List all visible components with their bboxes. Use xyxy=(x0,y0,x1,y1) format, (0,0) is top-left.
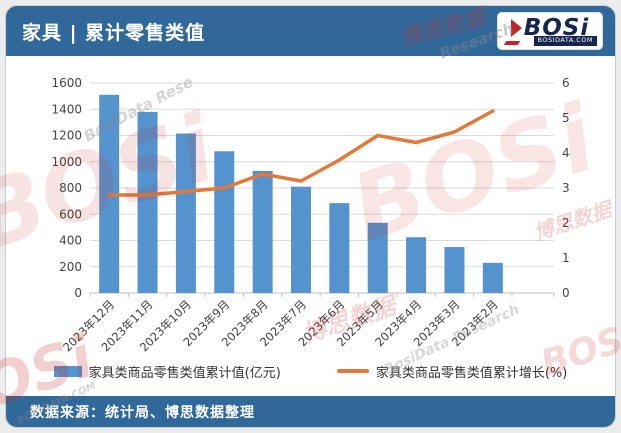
logo-slash-icon xyxy=(503,41,521,45)
bar-2023年3月 xyxy=(444,247,465,293)
bar-2023年11月 xyxy=(137,111,158,293)
legend-line-label: 家具类商品零售类值累计增长(%) xyxy=(375,365,568,381)
combo-chart: 0200400600800100012001400160001234562023… xyxy=(51,76,570,354)
legend-line-swatch xyxy=(336,369,369,373)
left-axis-tick-label: 400 xyxy=(59,234,82,248)
left-axis-tick-label: 1200 xyxy=(51,129,82,143)
right-axis-tick-label: 2 xyxy=(562,216,570,230)
left-axis-tick-label: 1400 xyxy=(51,102,82,116)
right-axis-tick-label: 5 xyxy=(562,111,570,125)
left-axis-tick-label: 600 xyxy=(59,207,82,221)
legend-bar-label: 家具类商品零售类值累计值(亿元) xyxy=(88,365,281,381)
bar-2023年6月 xyxy=(329,203,350,293)
left-axis-tick-label: 800 xyxy=(59,181,82,195)
bar-2023年5月 xyxy=(367,222,388,293)
bar-2023年10月 xyxy=(175,133,196,293)
right-axis-tick-label: 6 xyxy=(562,76,570,90)
chart-legend: 家具类商品零售类值累计值(亿元) 家具类商品零售类值累计增长(%) xyxy=(6,358,615,384)
logo-text: BOSi xyxy=(523,14,590,41)
bar-2023年8月 xyxy=(252,170,273,293)
right-axis-tick-label: 3 xyxy=(562,181,570,195)
right-axis-tick-label: 4 xyxy=(562,146,570,160)
right-axis-tick-label: 1 xyxy=(562,251,570,265)
header-bar: 家具 | 累计零售类值 BOSi BOSIDATA.COM xyxy=(6,6,615,56)
left-axis-tick-label: 1600 xyxy=(51,76,82,90)
footer-bar: 数据来源：统计局、博思数据整理 xyxy=(6,396,615,427)
logo-triangle-icon xyxy=(510,19,522,37)
legend-bar-swatch xyxy=(53,365,82,377)
report-card: 家具 | 累计零售类值 BOSi BOSIDATA.COM 0 200 400 600… xyxy=(5,5,616,428)
data-source-text: 数据来源：统计局、博思数据整理 xyxy=(30,404,255,421)
legend-item-line: 家具类商品零售类值累计增长(%) xyxy=(336,362,568,381)
page-title: 家具 | 累计零售类值 xyxy=(22,21,206,44)
legend-item-bar: 家具类商品零售类值累计值(亿元) xyxy=(53,362,281,381)
growth-line xyxy=(107,109,495,197)
bar-2023年2月 xyxy=(482,262,503,293)
logo-subtext: BOSIDATA.COM xyxy=(533,36,597,46)
bosi-logo: BOSi BOSIDATA.COM xyxy=(497,12,603,50)
bar-2023年9月 xyxy=(214,151,235,293)
bar-2023年7月 xyxy=(291,186,311,293)
left-axis-tick-label: 1000 xyxy=(51,155,82,169)
left-axis-tick-label: 200 xyxy=(59,260,82,274)
left-axis-tick-label: 0 xyxy=(74,286,82,300)
right-axis-tick-label: 0 xyxy=(562,286,570,300)
bar-2023年4月 xyxy=(406,237,427,293)
